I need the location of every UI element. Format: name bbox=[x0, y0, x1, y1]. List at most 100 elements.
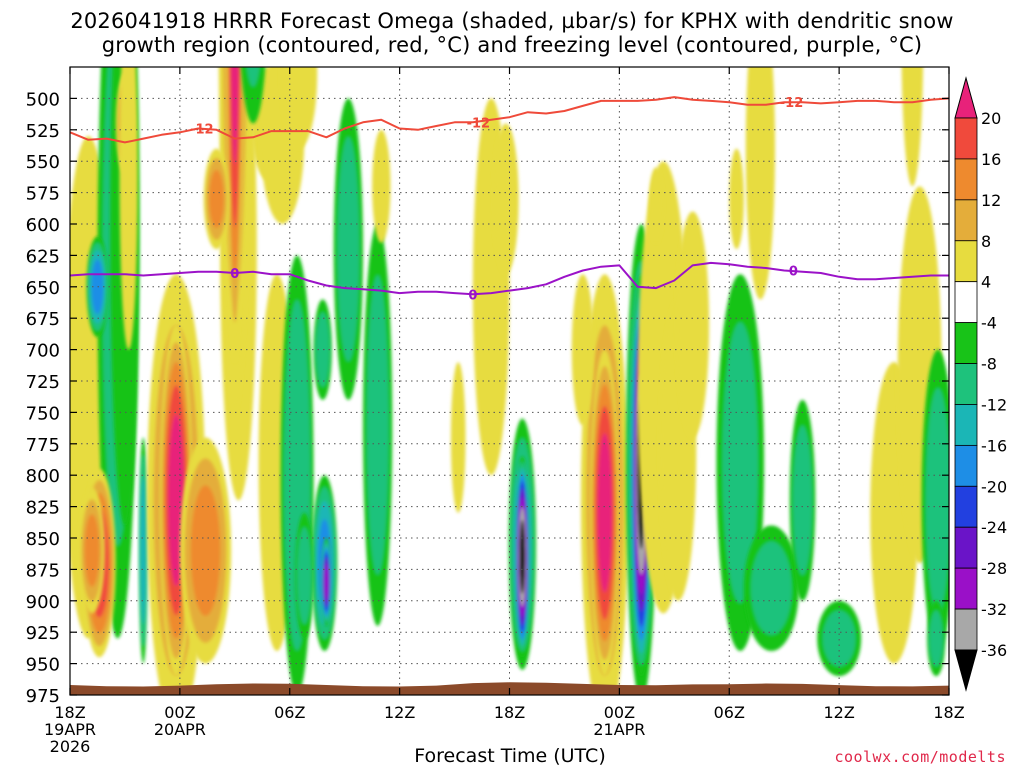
x-tick-label: 18Z bbox=[933, 703, 964, 722]
y-tick-label: 525 bbox=[26, 121, 60, 142]
y-tick-label: 975 bbox=[26, 686, 60, 707]
colorbar-label: 12 bbox=[981, 191, 1001, 210]
omega-cell bbox=[119, 67, 138, 350]
y-tick-label: 900 bbox=[26, 592, 60, 613]
colorbar-label: 8 bbox=[981, 232, 991, 251]
y-tick-label: 600 bbox=[26, 215, 60, 236]
y-tick-label: 550 bbox=[26, 152, 60, 173]
y-tick-label: 775 bbox=[26, 435, 60, 456]
y-tick-label: 925 bbox=[26, 623, 60, 644]
colorbar-cell bbox=[954, 322, 978, 364]
contour-label: -12 bbox=[190, 123, 214, 138]
omega-field bbox=[70, 67, 949, 695]
y-tick-label: 650 bbox=[26, 278, 60, 299]
colorbar-label: -12 bbox=[981, 395, 1007, 414]
y-tick-label: 675 bbox=[26, 309, 60, 330]
omega-cell bbox=[79, 487, 105, 614]
colorbar-cell bbox=[954, 404, 978, 446]
freezing-level-contour: 0 0 0 bbox=[70, 261, 949, 303]
colorbar-label: -28 bbox=[981, 559, 1007, 578]
omega-cell bbox=[179, 437, 232, 664]
x-tick-label: 2026 bbox=[50, 737, 91, 756]
x-axis-title: Forecast Time (UTC) bbox=[414, 745, 606, 767]
y-axis: 500 525 550 575 600 625 650 675 700 725 750 775 800 8… bbox=[26, 89, 949, 707]
colorbar-cell bbox=[954, 444, 978, 487]
y-tick-label: 825 bbox=[26, 498, 60, 519]
x-tick-label: 12Z bbox=[384, 703, 415, 722]
colorbar-cell bbox=[954, 281, 978, 324]
y-tick-label: 725 bbox=[26, 372, 60, 393]
colorbar-arrow-top bbox=[954, 76, 978, 119]
x-tick-label: 18Z bbox=[494, 703, 525, 722]
y-tick-label: 625 bbox=[26, 246, 60, 267]
colorbar-label: -36 bbox=[981, 641, 1007, 660]
omega-cell bbox=[745, 67, 776, 300]
omega-cell bbox=[203, 148, 230, 250]
colorbar-cell bbox=[954, 363, 978, 405]
colorbar-cell bbox=[954, 608, 978, 651]
omega-cell bbox=[86, 236, 109, 338]
contour-lines: -12 -12 -12 0 0 0 bbox=[70, 96, 949, 303]
omega-cell bbox=[333, 98, 363, 400]
contour-label: -12 bbox=[780, 96, 804, 111]
omega-cell bbox=[729, 148, 744, 250]
omega-cell bbox=[240, 67, 266, 124]
colorbar-label: 20 bbox=[981, 109, 1001, 128]
x-tick-label: 18Z bbox=[54, 703, 85, 722]
colorbar-label: -32 bbox=[981, 600, 1007, 619]
colorbar: 20 16 12 8 4 -4 -8 -12 -16 -20 -24 -28 -32 -36 bbox=[954, 76, 1007, 692]
omega-cell bbox=[590, 349, 620, 677]
omega-cell bbox=[450, 362, 466, 513]
x-tick-label: 21APR bbox=[593, 720, 645, 739]
contour-label: 0 bbox=[468, 288, 477, 303]
colorbar-label: -4 bbox=[981, 314, 997, 333]
contour-label: 0 bbox=[789, 264, 798, 279]
colorbar-label: -24 bbox=[981, 518, 1007, 537]
colorbar-cell bbox=[954, 158, 978, 201]
dendritic-growth-contour: -12 -12 -12 bbox=[70, 96, 949, 144]
y-tick-label: 750 bbox=[26, 403, 60, 424]
omega-cell bbox=[280, 67, 318, 149]
omega-cell bbox=[295, 512, 314, 639]
y-tick-label: 950 bbox=[26, 655, 60, 676]
colorbar-label: -20 bbox=[981, 477, 1007, 496]
omega-cell bbox=[363, 223, 393, 626]
omega-cell bbox=[313, 299, 332, 400]
colorbar-cell bbox=[954, 526, 978, 569]
colorbar-label: -16 bbox=[981, 436, 1007, 455]
colorbar-cell bbox=[954, 199, 978, 242]
omega-cell bbox=[226, 67, 244, 363]
omega-cell bbox=[789, 399, 816, 601]
x-tick-label: 12Z bbox=[823, 703, 854, 722]
omega-cell bbox=[372, 129, 391, 243]
y-tick-label: 850 bbox=[26, 529, 60, 550]
colorbar-cell bbox=[954, 240, 978, 283]
y-tick-label: 500 bbox=[26, 89, 60, 110]
x-tick-label: 00Z bbox=[604, 703, 635, 722]
omega-cell bbox=[817, 600, 862, 677]
colorbar-arrow-bottom bbox=[954, 649, 978, 692]
y-tick-label: 800 bbox=[26, 466, 60, 487]
x-tick-label: 06Z bbox=[714, 703, 745, 722]
source-credit: coolwx.com/modelts bbox=[834, 748, 1006, 766]
colorbar-cell bbox=[954, 567, 978, 610]
omega-cell bbox=[901, 67, 924, 187]
omega-cell bbox=[320, 538, 332, 626]
x-tick-label: 00Z bbox=[164, 703, 195, 722]
y-tick-label: 575 bbox=[26, 184, 60, 205]
colorbar-cell bbox=[954, 117, 978, 160]
x-tick-label: 06Z bbox=[274, 703, 305, 722]
colorbar-label: 4 bbox=[981, 273, 991, 292]
colorbar-cell bbox=[954, 485, 978, 528]
omega-cell bbox=[138, 437, 148, 664]
colorbar-label: -8 bbox=[981, 355, 997, 374]
title-line-2: growth region (contoured, red, °C) and f… bbox=[101, 33, 923, 57]
omega-cell bbox=[648, 167, 664, 243]
y-tick-label: 700 bbox=[26, 341, 60, 362]
omega-cell bbox=[514, 456, 531, 658]
omega-cell bbox=[927, 600, 946, 677]
contour-label: 0 bbox=[230, 267, 239, 282]
omega-cell bbox=[676, 211, 710, 438]
